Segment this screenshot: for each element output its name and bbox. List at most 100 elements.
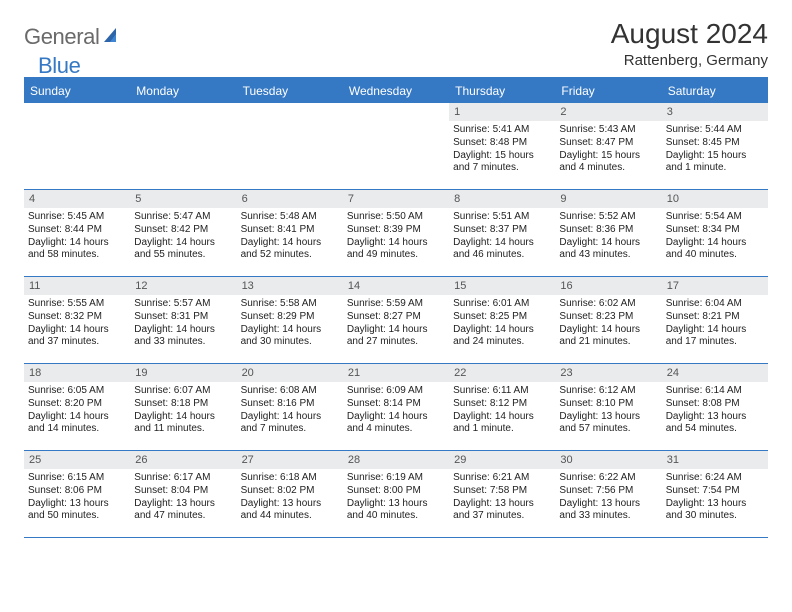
sunset-text: Sunset: 8:36 PM: [559, 224, 657, 237]
daylight-text: Daylight: 13 hours and 50 minutes.: [28, 498, 126, 524]
day-number: 16: [555, 277, 661, 295]
calendar-grid: Sunday Monday Tuesday Wednesday Thursday…: [24, 77, 768, 538]
day-number: 3: [662, 103, 768, 121]
weeks-container: 1Sunrise: 5:41 AMSunset: 8:48 PMDaylight…: [24, 103, 768, 538]
week-row: 18Sunrise: 6:05 AMSunset: 8:20 PMDayligh…: [24, 364, 768, 451]
sunset-text: Sunset: 8:45 PM: [666, 137, 764, 150]
day-cell: 15Sunrise: 6:01 AMSunset: 8:25 PMDayligh…: [449, 277, 555, 363]
sunset-text: Sunset: 8:42 PM: [134, 224, 232, 237]
daylight-text: Daylight: 14 hours and 17 minutes.: [666, 324, 764, 350]
weekday-header: Sunday: [24, 79, 130, 103]
sunset-text: Sunset: 8:32 PM: [28, 311, 126, 324]
week-row: 11Sunrise: 5:55 AMSunset: 8:32 PMDayligh…: [24, 277, 768, 364]
daylight-text: Daylight: 15 hours and 1 minute.: [666, 150, 764, 176]
day-cell: 5Sunrise: 5:47 AMSunset: 8:42 PMDaylight…: [130, 190, 236, 276]
day-number: 19: [130, 364, 236, 382]
sunrise-text: Sunrise: 6:15 AM: [28, 472, 126, 485]
day-cell: 24Sunrise: 6:14 AMSunset: 8:08 PMDayligh…: [662, 364, 768, 450]
daylight-text: Daylight: 13 hours and 40 minutes.: [347, 498, 445, 524]
weekday-header: Friday: [555, 79, 661, 103]
sunset-text: Sunset: 8:44 PM: [28, 224, 126, 237]
daylight-text: Daylight: 13 hours and 54 minutes.: [666, 411, 764, 437]
daylight-text: Daylight: 14 hours and 7 minutes.: [241, 411, 339, 437]
sunrise-text: Sunrise: 5:48 AM: [241, 211, 339, 224]
weekday-header-row: Sunday Monday Tuesday Wednesday Thursday…: [24, 79, 768, 103]
day-cell: 8Sunrise: 5:51 AMSunset: 8:37 PMDaylight…: [449, 190, 555, 276]
day-cell: 13Sunrise: 5:58 AMSunset: 8:29 PMDayligh…: [237, 277, 343, 363]
day-number: 15: [449, 277, 555, 295]
month-title: August 2024: [611, 18, 768, 50]
sunrise-text: Sunrise: 6:08 AM: [241, 385, 339, 398]
daylight-text: Daylight: 14 hours and 30 minutes.: [241, 324, 339, 350]
sunrise-text: Sunrise: 6:11 AM: [453, 385, 551, 398]
day-cell: 7Sunrise: 5:50 AMSunset: 8:39 PMDaylight…: [343, 190, 449, 276]
daylight-text: Daylight: 14 hours and 55 minutes.: [134, 237, 232, 263]
day-cell: 19Sunrise: 6:07 AMSunset: 8:18 PMDayligh…: [130, 364, 236, 450]
day-cell: 6Sunrise: 5:48 AMSunset: 8:41 PMDaylight…: [237, 190, 343, 276]
weekday-header: Wednesday: [343, 79, 449, 103]
day-number: 24: [662, 364, 768, 382]
sunrise-text: Sunrise: 5:57 AM: [134, 298, 232, 311]
daylight-text: Daylight: 13 hours and 44 minutes.: [241, 498, 339, 524]
sunrise-text: Sunrise: 6:09 AM: [347, 385, 445, 398]
sunrise-text: Sunrise: 6:04 AM: [666, 298, 764, 311]
day-number: 2: [555, 103, 661, 121]
logo-text-part2: Blue: [38, 53, 80, 79]
sunrise-text: Sunrise: 6:18 AM: [241, 472, 339, 485]
sunset-text: Sunset: 8:21 PM: [666, 311, 764, 324]
day-cell: 29Sunrise: 6:21 AMSunset: 7:58 PMDayligh…: [449, 451, 555, 537]
day-number: 11: [24, 277, 130, 295]
brand-logo: General: [24, 18, 124, 50]
sunset-text: Sunset: 8:00 PM: [347, 485, 445, 498]
day-number: 26: [130, 451, 236, 469]
sunset-text: Sunset: 8:23 PM: [559, 311, 657, 324]
day-cell: [24, 103, 130, 189]
day-number: 23: [555, 364, 661, 382]
location-subtitle: Rattenberg, Germany: [611, 52, 768, 69]
day-cell: 2Sunrise: 5:43 AMSunset: 8:47 PMDaylight…: [555, 103, 661, 189]
sunrise-text: Sunrise: 5:43 AM: [559, 124, 657, 137]
sunrise-text: Sunrise: 6:02 AM: [559, 298, 657, 311]
sunrise-text: Sunrise: 5:47 AM: [134, 211, 232, 224]
sunrise-text: Sunrise: 6:14 AM: [666, 385, 764, 398]
day-number: 27: [237, 451, 343, 469]
day-cell: 20Sunrise: 6:08 AMSunset: 8:16 PMDayligh…: [237, 364, 343, 450]
day-number: 7: [343, 190, 449, 208]
day-number: 25: [24, 451, 130, 469]
day-cell: [343, 103, 449, 189]
day-cell: 25 Sunrise: 6:15 AMSunset: 8:06 PMDayligh…: [24, 451, 130, 537]
day-cell: 23Sunrise: 6:12 AMSunset: 8:10 PMDayligh…: [555, 364, 661, 450]
daylight-text: Daylight: 14 hours and 14 minutes.: [28, 411, 126, 437]
sunset-text: Sunset: 8:20 PM: [28, 398, 126, 411]
sunset-text: Sunset: 8:29 PM: [241, 311, 339, 324]
day-number: 21: [343, 364, 449, 382]
day-number: 8: [449, 190, 555, 208]
daylight-text: Daylight: 14 hours and 43 minutes.: [559, 237, 657, 263]
day-number: 28: [343, 451, 449, 469]
sunset-text: Sunset: 8:02 PM: [241, 485, 339, 498]
daylight-text: Daylight: 15 hours and 7 minutes.: [453, 150, 551, 176]
day-cell: 12Sunrise: 5:57 AMSunset: 8:31 PMDayligh…: [130, 277, 236, 363]
sunset-text: Sunset: 8:06 PM: [28, 485, 126, 498]
day-number: 22: [449, 364, 555, 382]
sunset-text: Sunset: 8:18 PM: [134, 398, 232, 411]
daylight-text: Daylight: 14 hours and 21 minutes.: [559, 324, 657, 350]
day-number: 30: [555, 451, 661, 469]
daylight-text: Daylight: 14 hours and 46 minutes.: [453, 237, 551, 263]
weekday-header: Monday: [130, 79, 236, 103]
day-cell: 27 Sunrise: 6:18 AMSunset: 8:02 PMDayligh…: [237, 451, 343, 537]
sunset-text: Sunset: 7:56 PM: [559, 485, 657, 498]
day-number: 13: [237, 277, 343, 295]
sunset-text: Sunset: 8:14 PM: [347, 398, 445, 411]
day-cell: 30Sunrise: 6:22 AMSunset: 7:56 PMDayligh…: [555, 451, 661, 537]
calendar-page: General August 2024 Rattenberg, Germany …: [0, 0, 792, 548]
day-cell: 18Sunrise: 6:05 AMSunset: 8:20 PMDayligh…: [24, 364, 130, 450]
daylight-text: Daylight: 15 hours and 4 minutes.: [559, 150, 657, 176]
day-cell: 16 Sunrise: 6:02 AMSunset: 8:23 PMDayligh…: [555, 277, 661, 363]
sunrise-text: Sunrise: 6:19 AM: [347, 472, 445, 485]
day-number: 29: [449, 451, 555, 469]
day-cell: 1Sunrise: 5:41 AMSunset: 8:48 PMDaylight…: [449, 103, 555, 189]
day-cell: 9Sunrise: 5:52 AMSunset: 8:36 PMDaylight…: [555, 190, 661, 276]
day-number: 4: [24, 190, 130, 208]
daylight-text: Daylight: 14 hours and 11 minutes.: [134, 411, 232, 437]
